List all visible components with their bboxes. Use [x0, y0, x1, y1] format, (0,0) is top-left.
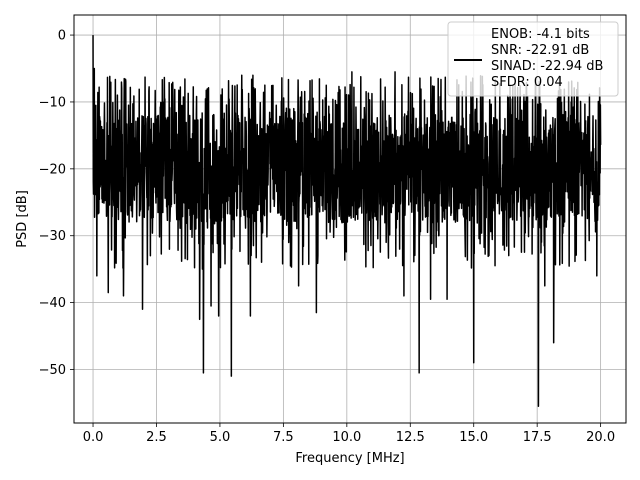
- legend-box: [447, 21, 619, 97]
- y-tick-label: −50: [39, 363, 66, 378]
- legend-sfdr: SFDR: 0.04: [491, 75, 563, 90]
- x-tick-label: 5.0: [210, 430, 231, 445]
- plot-frame: [73, 14, 627, 424]
- y-axis-label: PSD [dB]: [15, 190, 30, 248]
- legend-enob: ENOB: -4.1 bits: [491, 27, 590, 42]
- legend-snr: SNR: -22.91 dB: [491, 43, 589, 58]
- x-tick-label: 10.0: [332, 430, 361, 445]
- legend: ENOB: -4.1 bits SNR: -22.91 dB SINAD: -2…: [447, 21, 619, 97]
- legend-sinad: SINAD: -22.94 dB: [491, 59, 603, 74]
- x-tick-label: 2.5: [146, 430, 167, 445]
- y-axis-ticks: 0 −10 −20 −30 −40 −50: [39, 29, 74, 378]
- x-axis-label: Frequency [MHz]: [295, 451, 404, 466]
- x-axis-ticks: 0.0 2.5 5.0 7.5 10.0 12.5 15.0 17.5 20.0: [83, 423, 615, 445]
- y-tick-label: −10: [39, 95, 66, 110]
- psd-series: [92, 35, 602, 408]
- y-tick-label: −30: [39, 229, 66, 244]
- x-tick-label: 7.5: [273, 430, 294, 445]
- x-tick-label: 0.0: [83, 430, 104, 445]
- y-tick-label: −40: [39, 296, 66, 311]
- x-tick-label: 15.0: [459, 430, 488, 445]
- psd-line: [92, 35, 602, 408]
- y-tick-label: 0: [58, 29, 66, 44]
- x-tick-label: 12.5: [396, 430, 425, 445]
- x-tick-label: 17.5: [523, 430, 552, 445]
- x-tick-label: 20.0: [586, 430, 615, 445]
- y-tick-label: −20: [39, 162, 66, 177]
